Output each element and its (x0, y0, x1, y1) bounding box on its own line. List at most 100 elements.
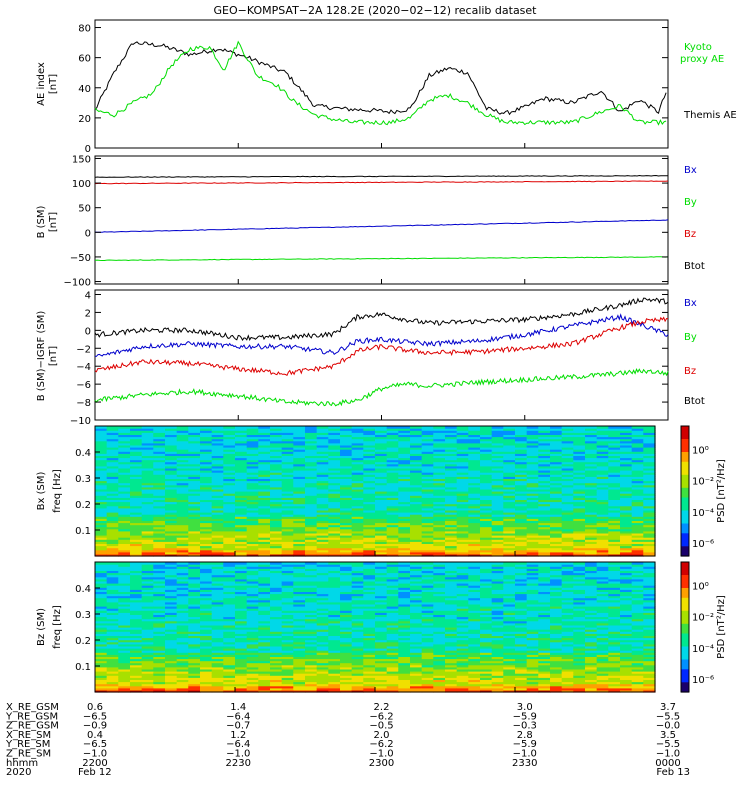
heat-cell (153, 587, 166, 590)
heat-cell (95, 516, 108, 519)
heat-cell (340, 635, 353, 639)
heat-cell (258, 664, 271, 668)
heat-cell (106, 679, 119, 683)
heat-cell (515, 526, 528, 530)
heat-cell (596, 434, 609, 438)
heat-cell (153, 645, 166, 649)
heat-cell (141, 497, 154, 500)
heat-cell (293, 507, 306, 511)
heat-cell (503, 491, 516, 494)
heat-cell (363, 578, 376, 582)
heat-cell (176, 601, 189, 605)
heat-cell (433, 520, 446, 524)
heat-cell (211, 648, 224, 651)
heat-cell (200, 461, 213, 465)
heat-cell (491, 436, 504, 440)
heat-cell (328, 631, 341, 634)
heat-cell (410, 591, 423, 595)
heat-cell (281, 545, 294, 549)
heat-cell (270, 616, 283, 620)
heat-cell (141, 599, 154, 603)
heat-cell (503, 486, 516, 490)
heat-cell (106, 629, 119, 632)
heat-cell (445, 484, 458, 488)
heat-cell (585, 547, 598, 551)
heat-cell (620, 451, 633, 454)
heat-cell (246, 459, 259, 463)
heat-cell (538, 505, 551, 509)
heat-cell (176, 459, 189, 463)
heat-cell (235, 553, 248, 557)
heat-cell (165, 683, 178, 687)
heat-cell (503, 524, 516, 528)
heat-cell (561, 509, 574, 513)
heat-cell (445, 461, 458, 465)
heat-cell (410, 687, 423, 691)
heat-cell (375, 491, 388, 494)
heat-cell (363, 675, 376, 678)
heat-cell (421, 580, 434, 584)
heat-cell (503, 553, 516, 557)
heat-cell (270, 522, 283, 526)
heat-cell (270, 503, 283, 507)
heat-cell (561, 455, 574, 459)
heat-cell (363, 444, 376, 448)
heat-cell (118, 687, 131, 691)
heat-cell (643, 524, 656, 528)
heat-cell (106, 467, 119, 471)
heat-cell (328, 639, 341, 643)
heat-cell (118, 520, 131, 524)
heat-cell (95, 562, 108, 565)
heat-cell (316, 580, 329, 584)
heat-cell (200, 652, 213, 655)
heat-cell (608, 541, 621, 544)
heat-cell (305, 461, 318, 465)
heat-cell (468, 493, 481, 496)
heat-cell (95, 591, 108, 595)
heat-cell (550, 438, 563, 442)
heat-cell (106, 597, 119, 601)
heat-cell (550, 528, 563, 532)
heat-cell (375, 668, 388, 672)
colorbar-step (681, 552, 689, 557)
heat-cell (258, 650, 271, 653)
heat-cell (328, 568, 341, 571)
heat-cell (235, 562, 248, 565)
heat-cell (281, 562, 294, 565)
heat-cell (316, 683, 329, 687)
heat-cell (585, 440, 598, 444)
heat-cell (456, 459, 469, 463)
heat-cell (491, 453, 504, 456)
heat-cell (503, 430, 516, 433)
heat-cell (305, 629, 318, 632)
heat-cell (503, 444, 516, 448)
heat-cell (386, 614, 399, 618)
heat-cell (328, 428, 341, 431)
heat-cell (223, 518, 236, 521)
heat-cell (620, 486, 633, 490)
heat-cell (316, 652, 329, 655)
heat-cell (456, 474, 469, 477)
heat-cell (421, 593, 434, 597)
heat-cell (106, 530, 119, 534)
heat-cell (165, 463, 178, 467)
heat-cell (340, 641, 353, 645)
heat-cell (305, 465, 318, 469)
heat-cell (95, 522, 108, 526)
heat-cell (165, 662, 178, 666)
heat-cell (375, 572, 388, 576)
heat-cell (270, 685, 283, 689)
heat-cell (351, 514, 364, 517)
heat-cell (95, 547, 108, 551)
heat-cell (503, 537, 516, 540)
heat-cell (468, 459, 481, 463)
heat-cell (375, 599, 388, 603)
heat-cell (130, 491, 143, 494)
heat-cell (165, 641, 178, 645)
heat-cell (351, 428, 364, 431)
heat-cell (643, 476, 656, 479)
heat-cell (340, 633, 353, 636)
y-tick-label: 80 (78, 24, 91, 35)
chart-title: GEO−KOMPSAT−2A 128.2E (2020−02−12) recal… (213, 4, 537, 17)
heat-cell (398, 434, 411, 438)
